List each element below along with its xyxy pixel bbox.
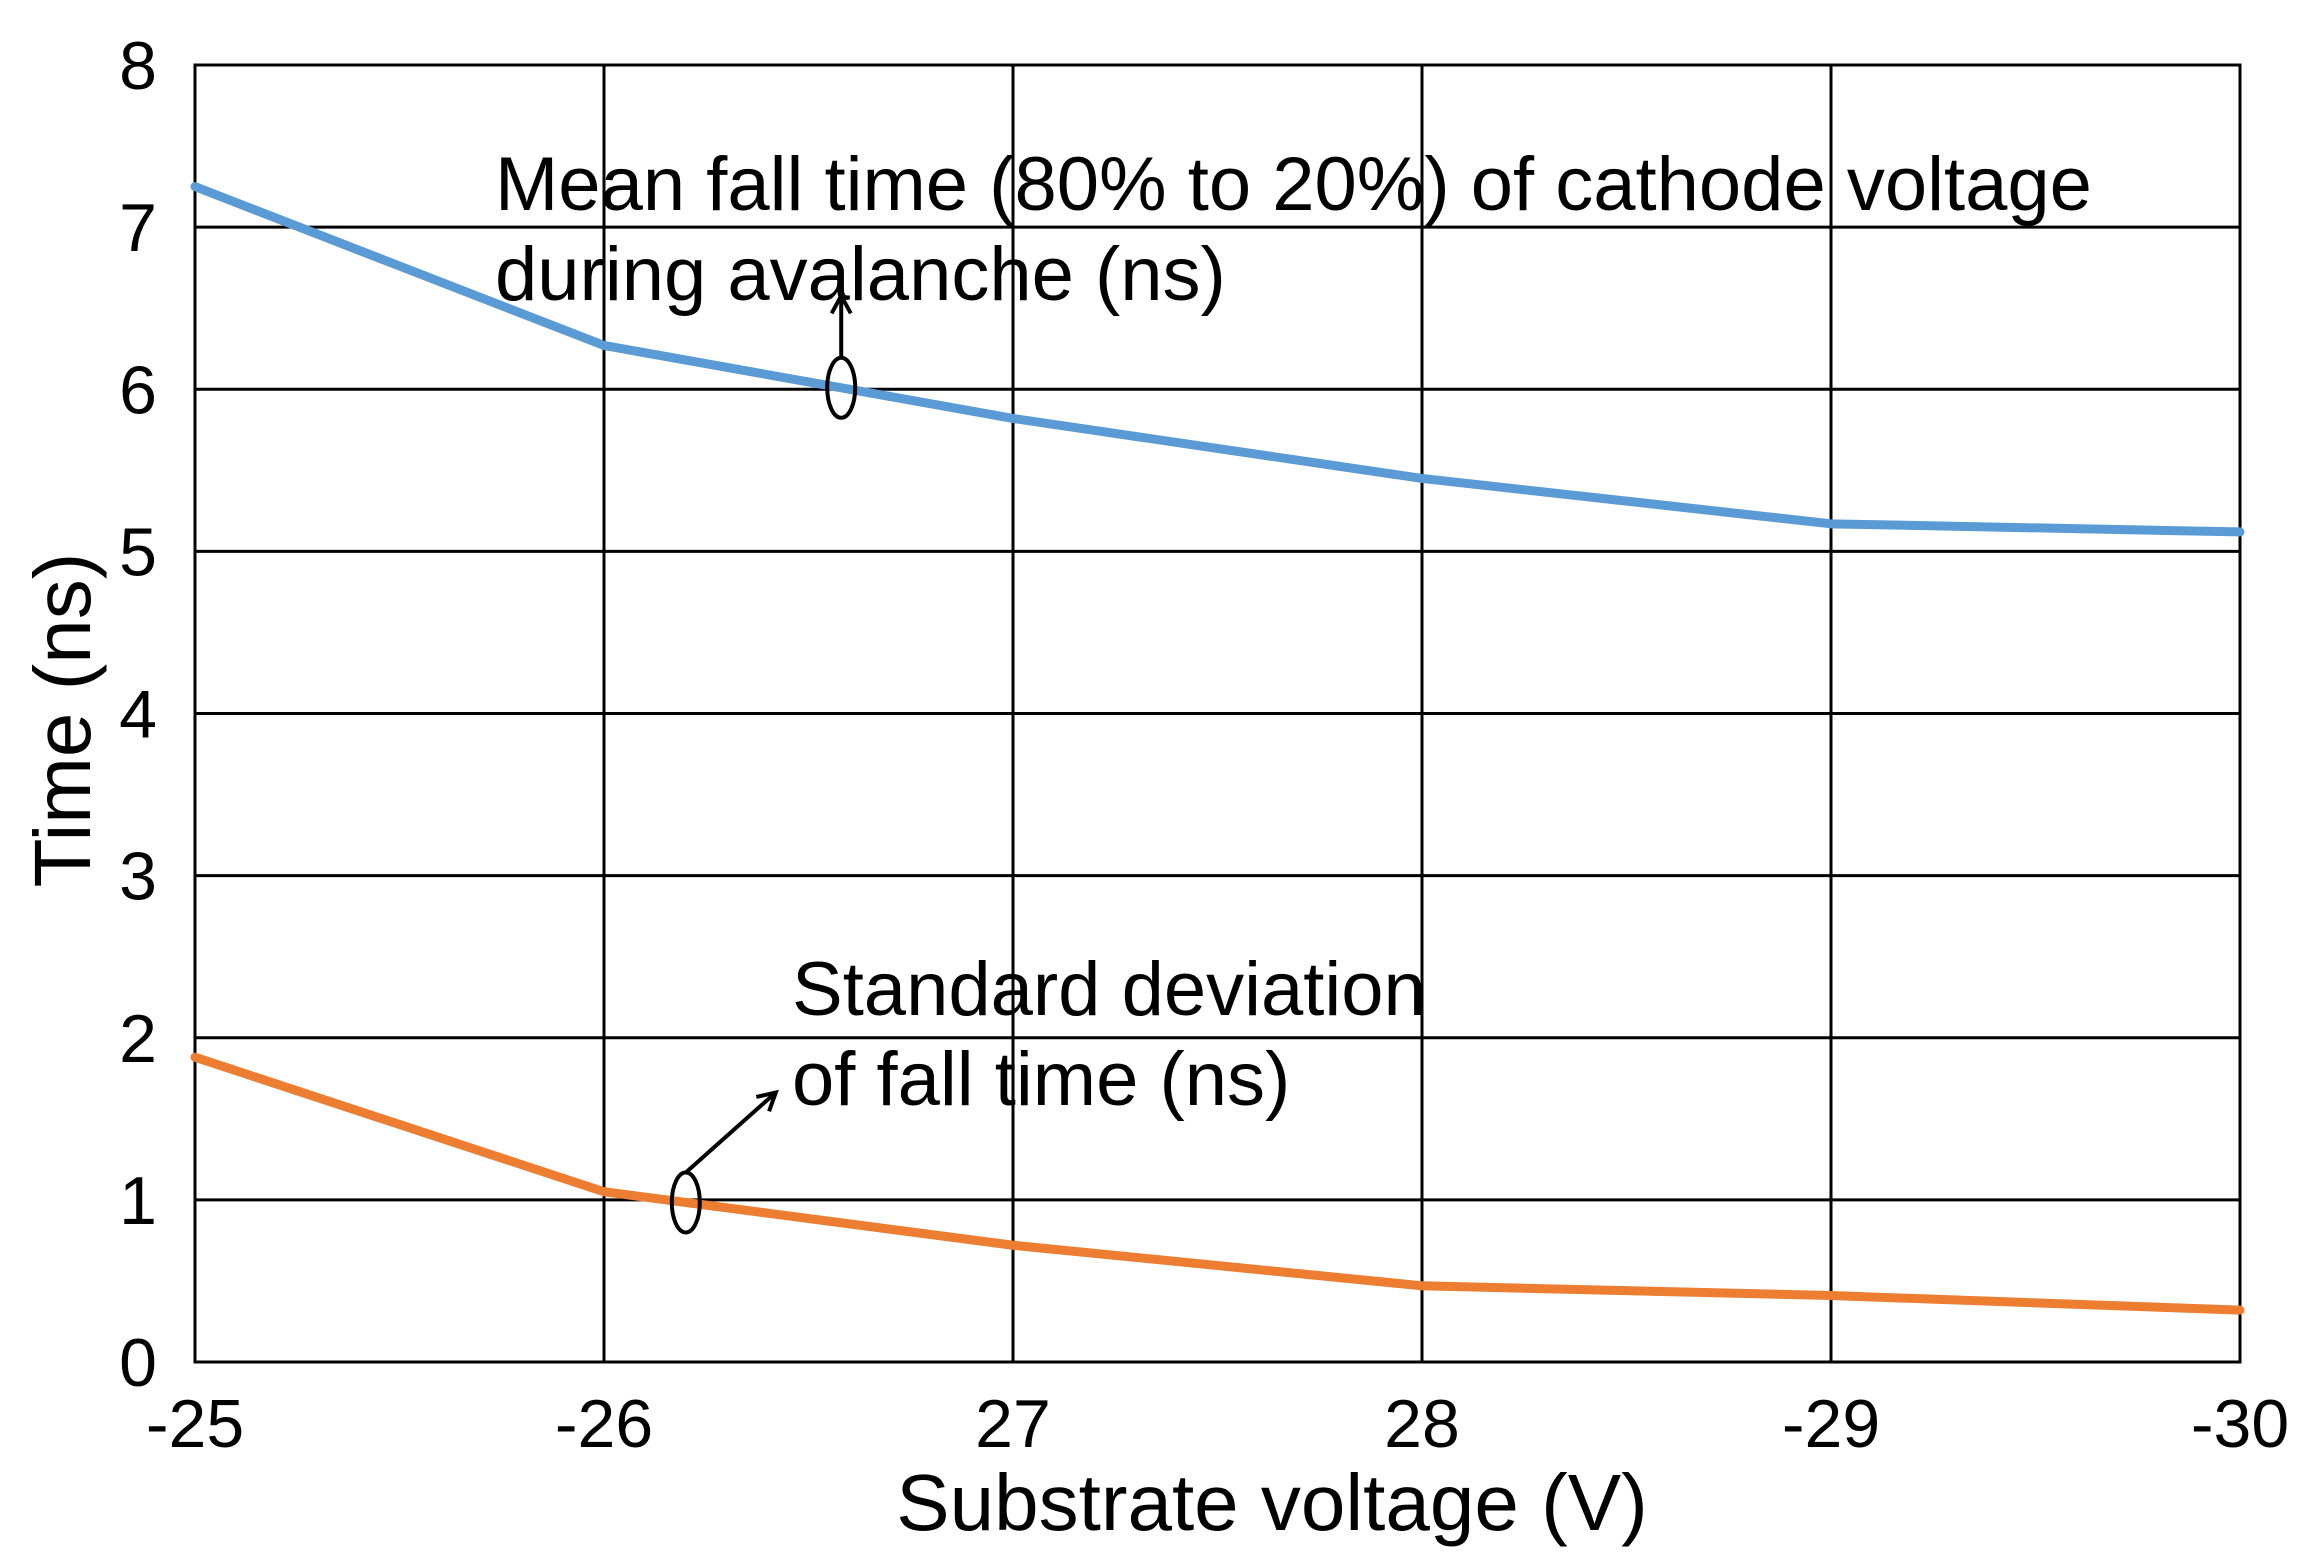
series-0-point-3 (1417, 473, 1427, 483)
y-tick-label-4: 4 (119, 677, 157, 753)
x-tick-label-0: -25 (146, 1386, 244, 1462)
x-axis: -25 -26 27 28 -29 -30 (146, 1386, 2289, 1462)
series-0-point-0 (190, 182, 200, 192)
x-tick-label-3: 28 (1384, 1386, 1460, 1462)
std-annotation-line-2: of fall time (ns) (792, 1037, 1290, 1122)
annotations-layer (669, 291, 858, 1235)
series-0-point-2 (1008, 413, 1018, 423)
series-layer (190, 182, 2245, 1315)
std-annotation-line-1: Standard deviation (792, 947, 1426, 1032)
y-tick-label-1: 1 (119, 1163, 157, 1239)
x-tick-label-1: -26 (555, 1386, 653, 1462)
y-tick-label-3: 3 (119, 839, 157, 915)
mean-annotation-arrow-head (829, 291, 853, 315)
std-annotation-arrow-head (755, 1089, 779, 1112)
std-annotation-arrow-shaft (684, 1090, 778, 1174)
x-tick-label-5: -30 (2191, 1386, 2289, 1462)
y-tick-label-5: 5 (119, 514, 157, 590)
y-tick-label-8: 8 (119, 28, 157, 104)
mean-annotation-line-1: Mean fall time (80% to 20%) of cathode v… (495, 142, 2092, 227)
y-tick-label-0: 0 (119, 1325, 157, 1401)
y-tick-label-7: 7 (119, 190, 157, 266)
series-1-point-4 (1826, 1291, 1836, 1301)
x-tick-label-2: 27 (975, 1386, 1051, 1462)
y-tick-label-6: 6 (119, 352, 157, 428)
series-1-point-3 (1417, 1281, 1427, 1291)
y-axis-title: Time (ns) (18, 553, 107, 888)
mean-annotation-line-2: during avalanche (ns) (495, 232, 1226, 317)
grid (193, 63, 2242, 1364)
x-axis-title: Substrate voltage (V) (896, 1458, 1647, 1547)
plot-frame (193, 63, 2242, 1364)
series-1-point-1 (599, 1187, 609, 1197)
y-axis: 0 1 2 3 4 5 6 7 8 (119, 28, 157, 1401)
series-0-point-5 (2235, 527, 2245, 537)
series-1-point-0 (190, 1052, 200, 1062)
series-line-1 (193, 1052, 2241, 1315)
series-1-point-5 (2235, 1305, 2245, 1315)
series-line-0 (193, 182, 2241, 537)
x-tick-label-4: -29 (1782, 1386, 1880, 1462)
y-tick-label-2: 2 (119, 1001, 157, 1077)
series-0-point-4 (1826, 519, 1836, 529)
series-0-point-1 (599, 340, 609, 350)
series-1-point-2 (1008, 1240, 1018, 1250)
